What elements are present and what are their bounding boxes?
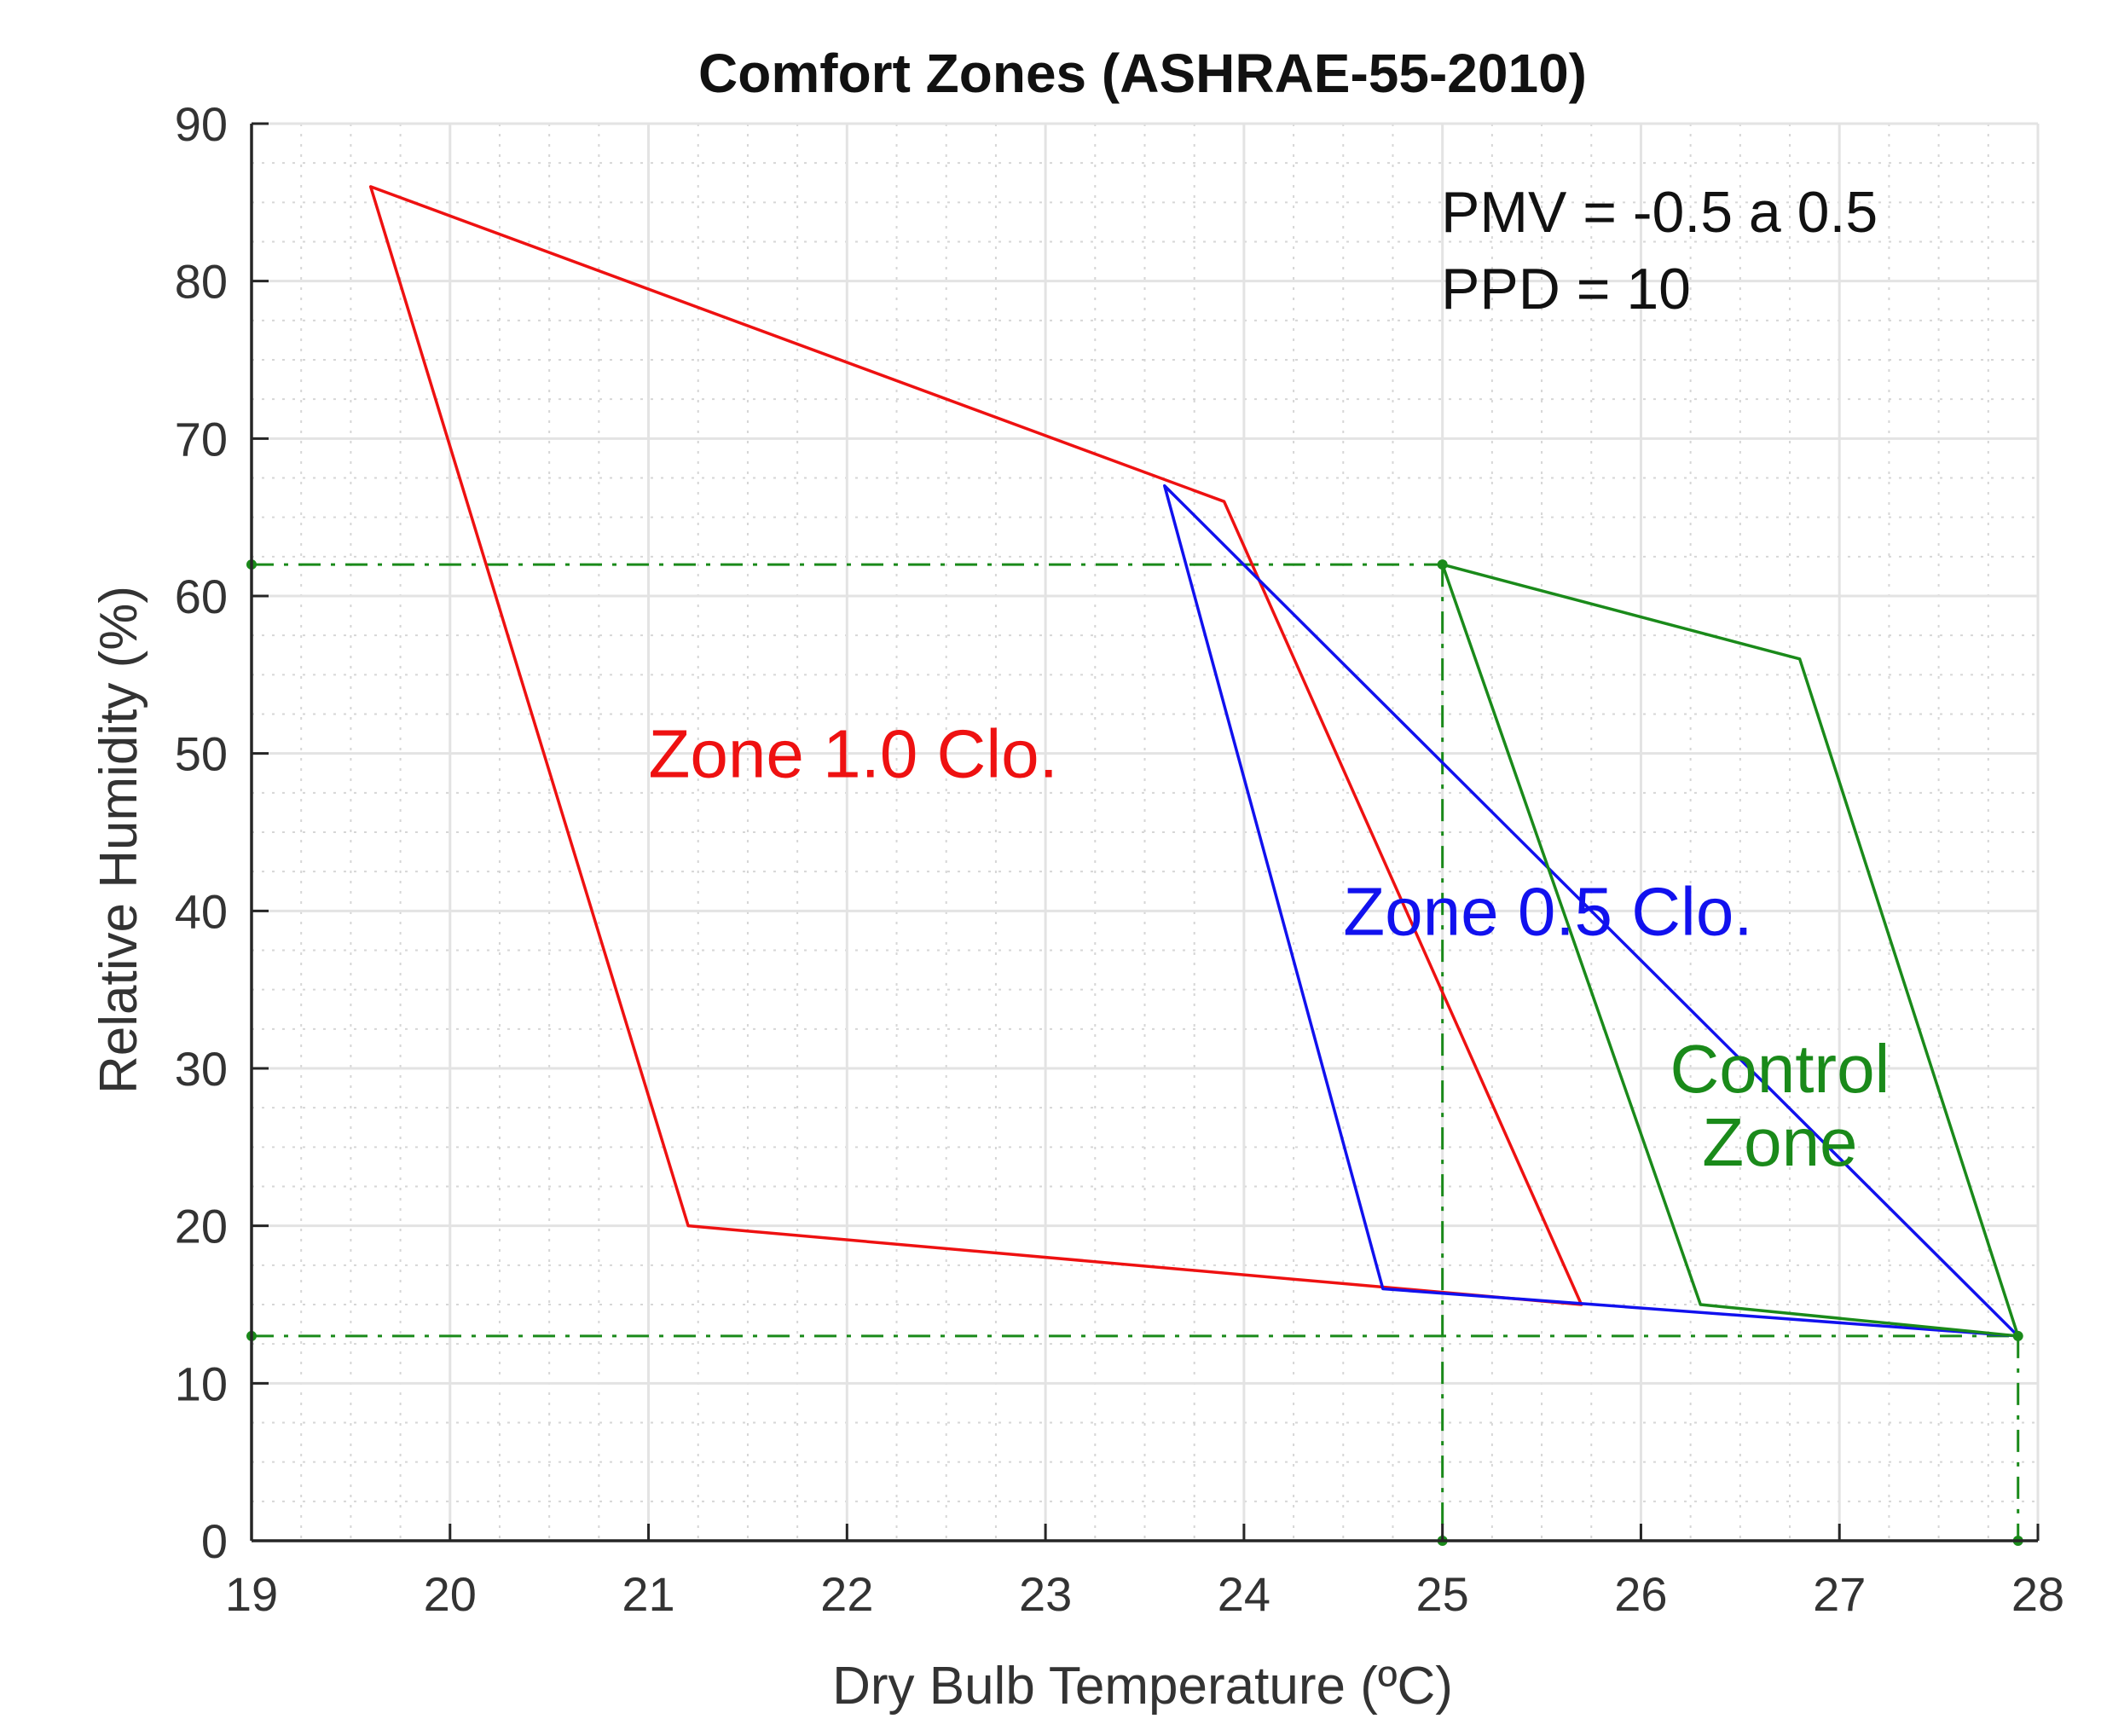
- y-tick-label: 60: [175, 570, 228, 623]
- zone-label-2: Zone 0.5 Clo.: [1343, 873, 1752, 949]
- y-tick-label: 10: [175, 1357, 228, 1410]
- y-tick-label: 30: [175, 1042, 228, 1096]
- x-axis-label: Dry Bulb Temperature (ºC): [832, 1657, 1453, 1716]
- y-axis-label: Relative Humidity (%): [90, 586, 148, 1094]
- x-tick-label: 28: [2011, 1567, 2064, 1621]
- y-tick-label: 0: [201, 1514, 228, 1568]
- zone-label-1: Zone 1.0 Clo.: [649, 716, 1058, 792]
- y-tick-label: 20: [175, 1200, 228, 1253]
- x-tick-label: 20: [424, 1567, 477, 1621]
- y-tick-label: 90: [175, 97, 228, 151]
- x-tick-label: 19: [225, 1567, 278, 1621]
- x-tick-label: 22: [820, 1567, 873, 1621]
- x-tick-label: 27: [1813, 1567, 1866, 1621]
- x-tick-labels: 19 20 21 22 23 24 25 26 27 28: [225, 1567, 2064, 1621]
- reference-marker: [2012, 1330, 2023, 1341]
- x-tick-label: 25: [1416, 1567, 1469, 1621]
- x-tick-label: 21: [622, 1567, 674, 1621]
- y-tick-label: 40: [175, 884, 228, 938]
- ppd-annotation: PPD = 10: [1441, 257, 1691, 321]
- zone-label-3: Control: [1670, 1031, 1890, 1107]
- axes: [250, 122, 2040, 1542]
- series-polygon-2: [1163, 483, 2020, 1338]
- x-tick-label: 26: [1614, 1567, 1667, 1621]
- chart-title: Comfort Zones (ASHRAE-55-2010): [698, 43, 1587, 104]
- y-tick-label: 50: [175, 727, 228, 781]
- x-tick-label: 24: [1218, 1567, 1270, 1621]
- minor-grid: [252, 124, 2038, 1541]
- y-tick-labels: 0 10 20 30 40 50 60 70 80 90: [175, 97, 228, 1568]
- y-tick-label: 70: [175, 412, 228, 466]
- zone-label-3: Zone: [1702, 1104, 1857, 1180]
- pmv-annotation: PMV = -0.5 a 0.5: [1441, 180, 1878, 245]
- reference-marker: [1437, 559, 1448, 570]
- x-tick-label: 23: [1019, 1567, 1072, 1621]
- y-tick-label: 80: [175, 255, 228, 309]
